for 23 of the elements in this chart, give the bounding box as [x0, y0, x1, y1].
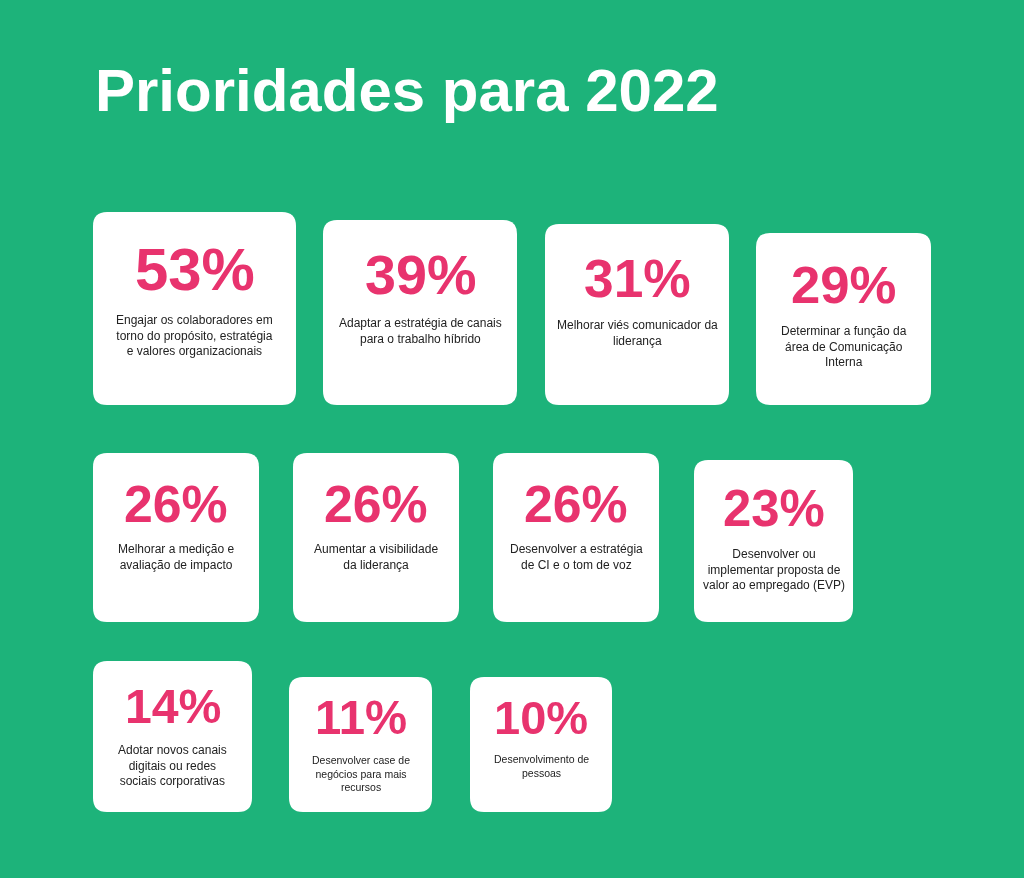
category-label: Aumentar a visibilidade da liderança: [314, 542, 439, 572]
data-label: 31%: [584, 249, 691, 308]
data-label: 14%: [125, 679, 222, 733]
category-label: Melhorar a medição e avaliação de impacto: [118, 542, 235, 572]
category-label: Adaptar a estratégia de canais para o trabalho híbrido: [339, 316, 502, 346]
category-label: Desenvolver case de negócios para mais recursos: [312, 754, 411, 794]
data-label: 26%: [124, 475, 228, 533]
category-label: Desenvolver ou implementar proposta de valor ao empregado (EVP): [703, 547, 846, 593]
category-label: Desenvolvimento de pessoas: [494, 753, 590, 779]
category-label: Determinar a função da área de Comunicação Interna: [781, 324, 907, 370]
data-label: 39%: [365, 244, 477, 306]
data-label: 11%: [315, 691, 408, 744]
category-label: Adotar novos canais digitais ou redes sociais corporativas: [118, 743, 227, 789]
data-label: 26%: [324, 475, 428, 533]
category-label: Melhorar viés comunicador da liderança: [557, 318, 719, 348]
category-label: Engajar os colaboradores em torno do propósito, estratégia e valores organizacionais: [116, 313, 273, 359]
data-label: 29%: [791, 255, 897, 314]
data-label: 26%: [524, 475, 628, 533]
text: Prioridades para 2022: [95, 57, 719, 124]
data-label: 10%: [494, 691, 589, 744]
data-label: 23%: [723, 480, 825, 537]
data-label: 53%: [135, 236, 255, 303]
category-label: Desenvolver a estratégia de CI e o tom de voz: [510, 542, 644, 572]
